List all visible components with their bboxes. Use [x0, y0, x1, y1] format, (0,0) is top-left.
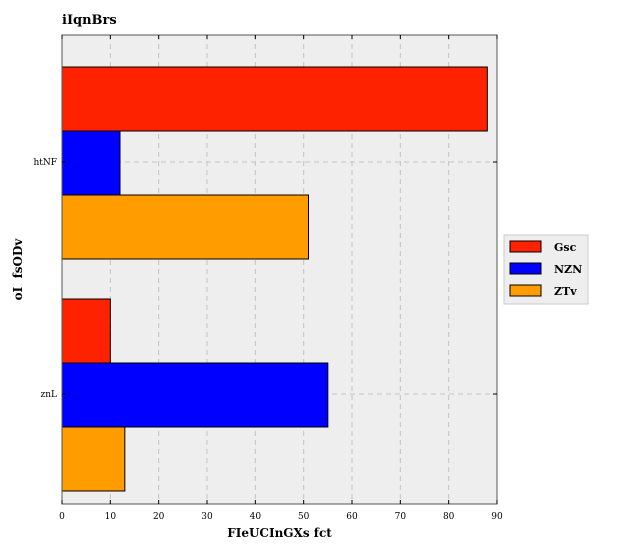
bar-nzn-htnf [61, 130, 121, 196]
x-tick-label: 50 [298, 512, 310, 522]
x-axis-ticks: 0 10 20 30 40 50 60 70 80 90 [59, 35, 503, 522]
bar-ztv-znl [61, 426, 126, 492]
x-tick-label: 30 [201, 512, 213, 522]
x-tick-label: 70 [395, 512, 407, 522]
x-axis-label: FIeUCInGXs fct [227, 526, 332, 540]
bar-ztv-htnf [61, 194, 309, 260]
x-tick-label: 40 [250, 512, 262, 522]
bar-nzn-znl [61, 362, 329, 428]
legend-swatch-gsc [509, 240, 542, 253]
x-tick-label: 10 [105, 512, 117, 522]
legend: Gsc NZN ZTv [503, 234, 589, 305]
bars [61, 66, 488, 492]
bar-gsc-znl [61, 298, 111, 364]
bar-gsc-htnf [61, 66, 488, 132]
x-tick-label: 0 [59, 512, 65, 522]
x-tick-label: 60 [346, 512, 358, 522]
legend-label-gsc: Gsc [554, 241, 577, 254]
y-axis-label: oI fsODv [11, 238, 25, 301]
y-tick-label: znL [40, 390, 57, 400]
legend-label-ztv: ZTv [554, 285, 577, 298]
plot-frame [61, 34, 498, 505]
legend-swatch-ztv [509, 284, 542, 297]
x-tick-label: 20 [153, 512, 165, 522]
y-axis-ticks: htNF znL [33, 158, 497, 400]
x-tick-label: 80 [443, 512, 455, 522]
chart-title: iIqnBrs [62, 13, 117, 28]
y-tick-label: htNF [33, 158, 57, 168]
legend-swatch-nzn [509, 262, 542, 275]
x-tick-label: 90 [491, 512, 503, 522]
legend-label-nzn: NZN [554, 263, 582, 276]
